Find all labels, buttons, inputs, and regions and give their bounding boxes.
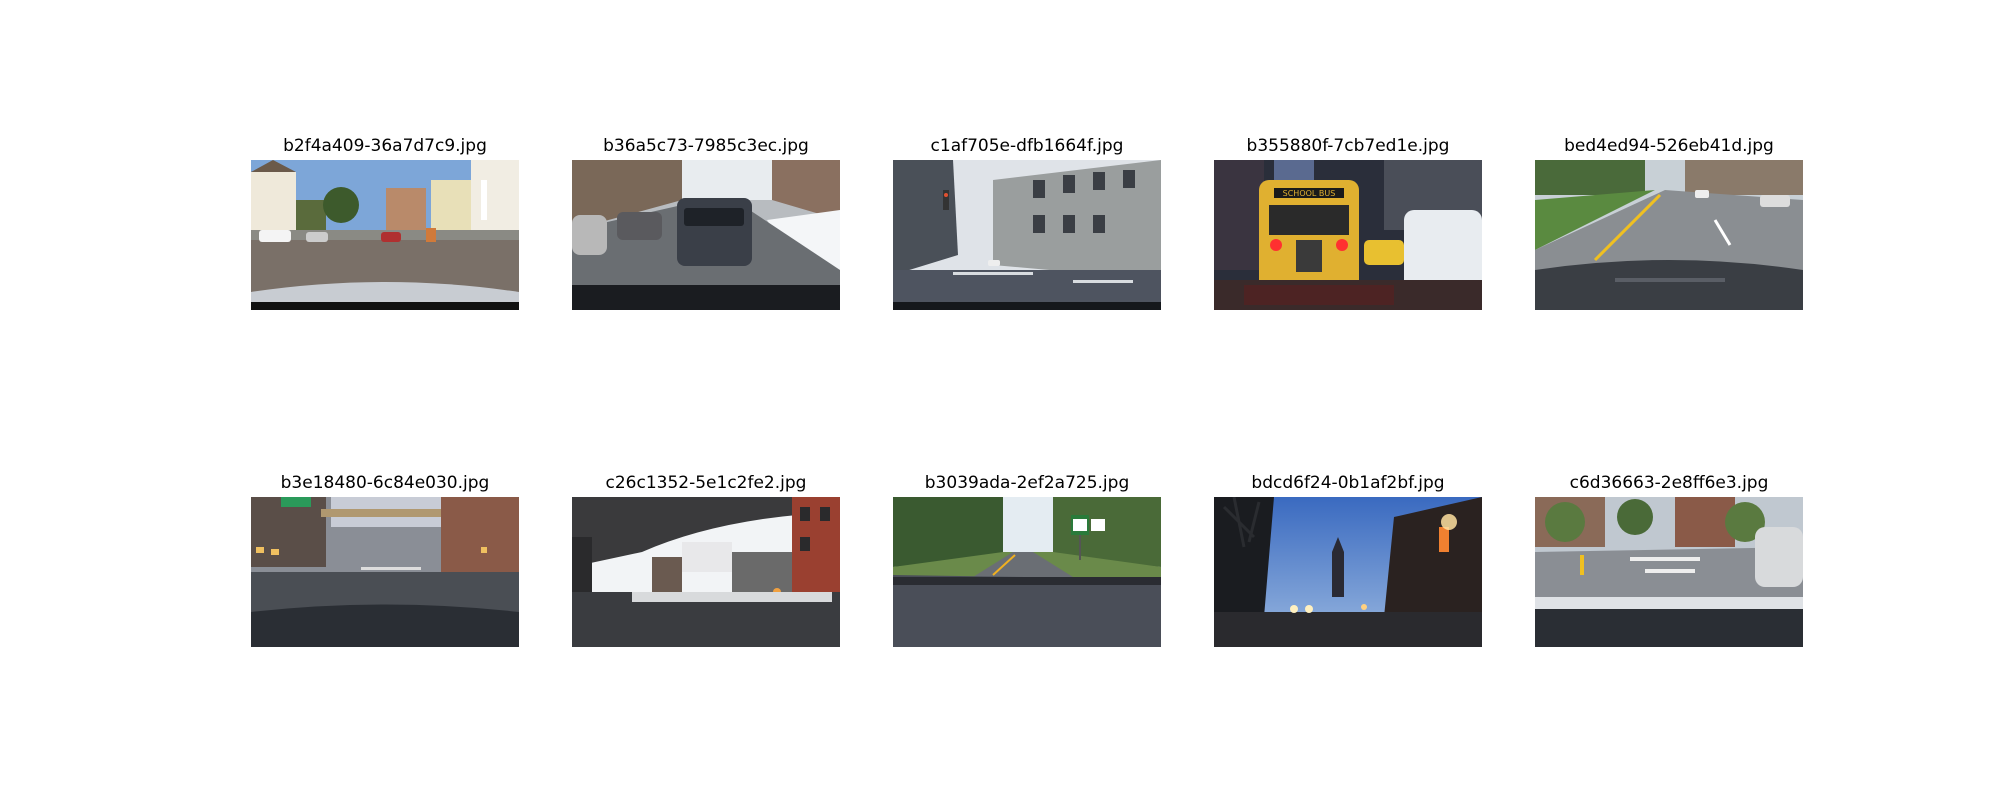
dashcam-photo-4: SCHOOL BUS <box>1214 160 1482 310</box>
image-title-3: c1af705e-dfb1664f.jpg <box>930 136 1124 156</box>
dashcam-photo-8 <box>893 497 1161 647</box>
image-title-10: c6d36663-2e8ff6e3.jpg <box>1569 473 1769 493</box>
dashcam-photo-2 <box>572 160 840 310</box>
svg-text:SCHOOL BUS: SCHOOL BUS <box>1283 189 1336 198</box>
image-title-4: b355880f-7cb7ed1e.jpg <box>1246 136 1450 156</box>
dashcam-photo-5 <box>1535 160 1803 310</box>
image-title-1: b2f4a409-36a7d7c9.jpg <box>283 136 487 156</box>
dashcam-photo-7 <box>572 497 840 647</box>
dashcam-photo-6 <box>251 497 519 647</box>
image-title-5: bed4ed94-526eb41d.jpg <box>1564 136 1774 156</box>
dashcam-photo-3 <box>893 160 1161 310</box>
image-title-2: b36a5c73-7985c3ec.jpg <box>603 136 809 156</box>
image-title-8: b3039ada-2ef2a725.jpg <box>924 473 1130 493</box>
dashcam-photo-1 <box>251 160 519 310</box>
image-title-7: c26c1352-5e1c2fe2.jpg <box>605 473 807 493</box>
image-title-6: b3e18480-6c84e030.jpg <box>280 473 490 493</box>
dashcam-photo-10 <box>1535 497 1803 647</box>
dashcam-photo-9 <box>1214 497 1482 647</box>
image-title-9: bdcd6f24-0b1af2bf.jpg <box>1251 473 1445 493</box>
